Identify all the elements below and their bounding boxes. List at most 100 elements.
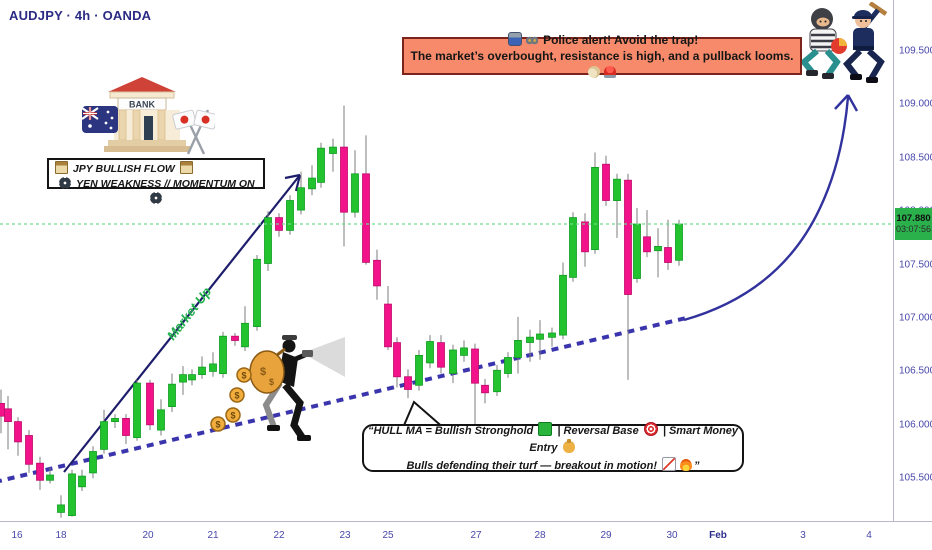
candle-body [559,274,567,336]
candle-body [340,146,348,213]
candle-body [133,382,141,439]
candle-body [643,236,651,253]
candle-body [219,335,227,375]
candle-body [100,421,108,450]
burglar-moneybag-graphic[interactable]: $ $ $ $ $ $ [205,325,345,445]
candle-body [504,357,512,374]
handcuffs-icon [525,36,538,45]
chart-up-icon [662,456,677,471]
time-tick-label: 29 [600,530,612,541]
candle-body [471,348,479,384]
jpy-flow-annotation[interactable]: JPY BULLISH FLOW YEN WEAKNESS // MOMENTU… [47,158,265,204]
robber-running-graphic[interactable] [793,5,849,83]
candle-body [241,322,249,348]
time-tick-label: 23 [339,530,351,541]
candle-body [393,342,401,378]
candle-body [286,200,294,231]
candle-body [308,177,316,190]
money-bag-icon: $ $ [249,347,286,394]
candle-body [675,223,683,261]
time-tick-label: 20 [142,530,154,541]
alert-line-1: Police alert! Avoid the trap! [404,32,800,48]
candle-body [46,474,54,481]
fire-icon [680,458,693,471]
annotation-text: | Smart Money Entry [529,424,739,454]
candle-body [664,247,672,263]
candle-body [493,369,501,393]
time-tick-label: 18 [55,530,67,541]
annotation-text: “HULL MA = Bullish Stronghold [367,424,537,437]
police-officer-graphic[interactable] [840,2,892,88]
candle-body [253,258,261,327]
flow-line-1: JPY BULLISH FLOW [53,161,259,177]
green-square-icon [538,421,553,436]
candle-body [373,259,381,287]
police-alert-annotation[interactable]: Police alert! Avoid the trap! The market… [402,32,802,78]
price-tick-label: 109.500 [899,45,932,57]
time-tick-label: 27 [470,530,482,541]
candle-body [548,332,556,338]
candle-body [384,303,392,348]
svg-text:$: $ [260,366,266,378]
candle-body [25,435,33,465]
annotation-text: YEN WEAKNESS // MOMENTUM ON [73,178,255,190]
candle-body [231,335,239,341]
symbol-title[interactable]: AUDJPY · 4h · OANDA [9,8,152,23]
candle-body [613,178,621,201]
poof-icon [588,66,600,78]
candle-body [591,166,599,250]
price-tick-label: 109.000 [899,98,932,110]
svg-text:$: $ [215,420,220,430]
hull-ma-dotted-line[interactable] [0,316,687,483]
candle-body [14,421,22,443]
projection-arrow[interactable] [683,94,859,322]
annotation-text: The market’s overbought, resistance is h… [410,49,794,63]
candle-body [68,473,76,516]
bank-small-icon [179,161,193,174]
candle-body [526,336,534,343]
time-tick-label: 4 [866,530,872,541]
candle-body [624,179,632,295]
flashlight-beam [302,337,345,377]
current-price-badge[interactable]: 107.880 03:07:56 [895,208,932,241]
time-tick-label: 25 [382,530,394,541]
candle-body [437,342,445,368]
candle-body [168,383,176,408]
candle-body [351,173,359,213]
candle-body [536,333,544,340]
candles [0,105,683,518]
annotation-text: | Reversal Base [554,424,642,437]
svg-text:$: $ [234,391,239,401]
annotation-text: Bulls defending their turf — breakout in… [406,459,661,472]
bank-flags-graphic[interactable]: BANK [80,74,215,158]
price-tick-label: 105.500 [899,472,932,484]
time-axis[interactable]: 16 18 20 21 22 23 25 27 28 29 30 Feb 3 4 [0,521,932,550]
time-tick-label: 16 [11,530,23,541]
candle-body [198,366,206,376]
candle-body [4,408,12,422]
price-tick-label: 108.500 [899,152,932,164]
hull-line-1: “HULL MA = Bullish Stronghold | Reversal… [364,421,742,457]
falling-coins-icon: $ $ $ $ [210,367,252,432]
svg-text:$: $ [241,371,246,381]
price-axis[interactable]: 107.880 03:07:56 109.500 109.000 108.500 10… [893,0,932,521]
time-tick-label: 28 [534,530,546,541]
candle-body [569,217,577,278]
svg-text:BANK: BANK [129,100,155,110]
svg-text:$: $ [230,411,235,421]
police-officer-icon [843,2,888,83]
candle-body [426,341,434,364]
hull-ma-annotation[interactable]: “HULL MA = Bullish Stronghold | Reversal… [362,421,744,472]
japan-crossed-flags-icon [172,109,215,155]
candle-body [0,402,5,417]
annotation-text: Police alert! Avoid the trap! [539,33,699,47]
bank-building-icon: BANK [104,77,190,152]
candle-body [111,417,119,422]
target-icon [643,421,658,436]
candle-body [481,384,489,394]
alert-line-2: The market’s overbought, resistance is h… [404,48,800,80]
current-price: 107.880 [896,213,931,225]
annotation-text: ” [694,459,700,472]
